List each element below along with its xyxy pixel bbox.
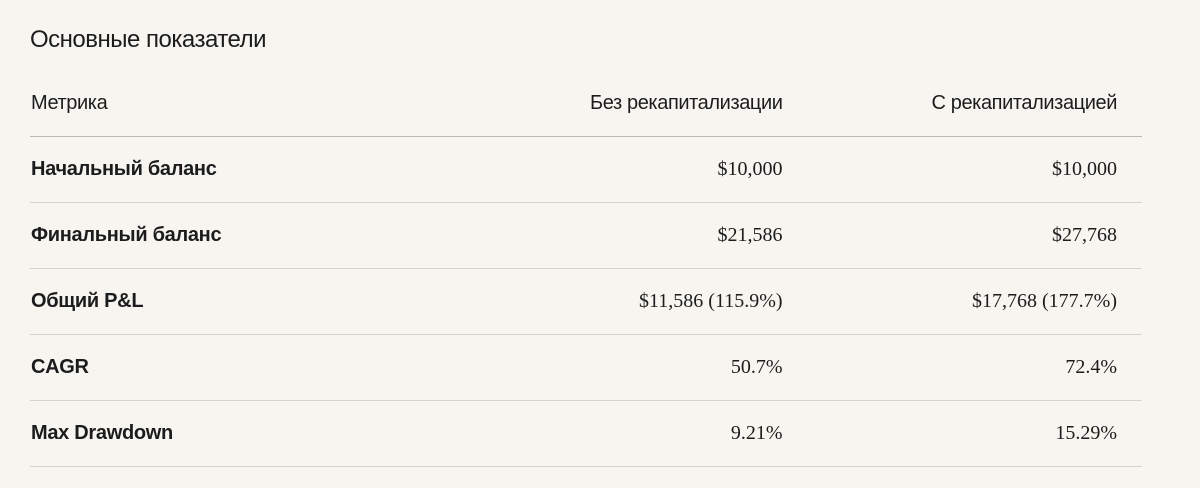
metric-name: Max Drawdown [30,400,462,467]
cell-value: 72.4% [807,334,1142,401]
cell-value: $17,768 (177.7%) [807,268,1142,335]
section-title: Основные показатели [30,26,267,53]
metric-name: Финальный баланс [30,202,462,269]
metric-name: Общий P&L [30,268,462,335]
cell-value: $21,586 [462,202,808,269]
table-body: Начальный баланс $10,000 $10,000 Финальный … [30,136,1142,467]
cell-value: 9.21% [462,400,808,467]
metric-name: CAGR [30,334,462,401]
table-row: Общий P&L $11,586 (115.9%) $17,768 (177.7%… [30,268,1142,335]
cell-value: $27,768 [807,202,1142,269]
cell-value: $10,000 [807,136,1142,203]
column-header: С рекапитализацией [807,70,1142,137]
table-row: Начальный баланс $10,000 $10,000 [30,136,1142,203]
table-row: Max Drawdown 9.21% 15.29% [30,400,1142,467]
cell-value: $11,586 (115.9%) [462,268,808,335]
cell-value: $10,000 [462,136,808,203]
header-row: Метрика Без рекапитализации С рекапитализа… [30,70,1142,137]
cell-value: 15.29% [807,400,1142,467]
column-header: Без рекапитализации [462,70,808,137]
metrics-table: Метрика Без рекапитализации С рекапитализа… [30,70,1142,467]
metric-name: Начальный баланс [30,136,462,203]
column-header: Метрика [30,70,462,137]
table-row: CAGR 50.7% 72.4% [30,334,1142,401]
cell-value: 50.7% [462,334,808,401]
table-row: Финальный баланс $21,586 $27,768 [30,202,1142,269]
